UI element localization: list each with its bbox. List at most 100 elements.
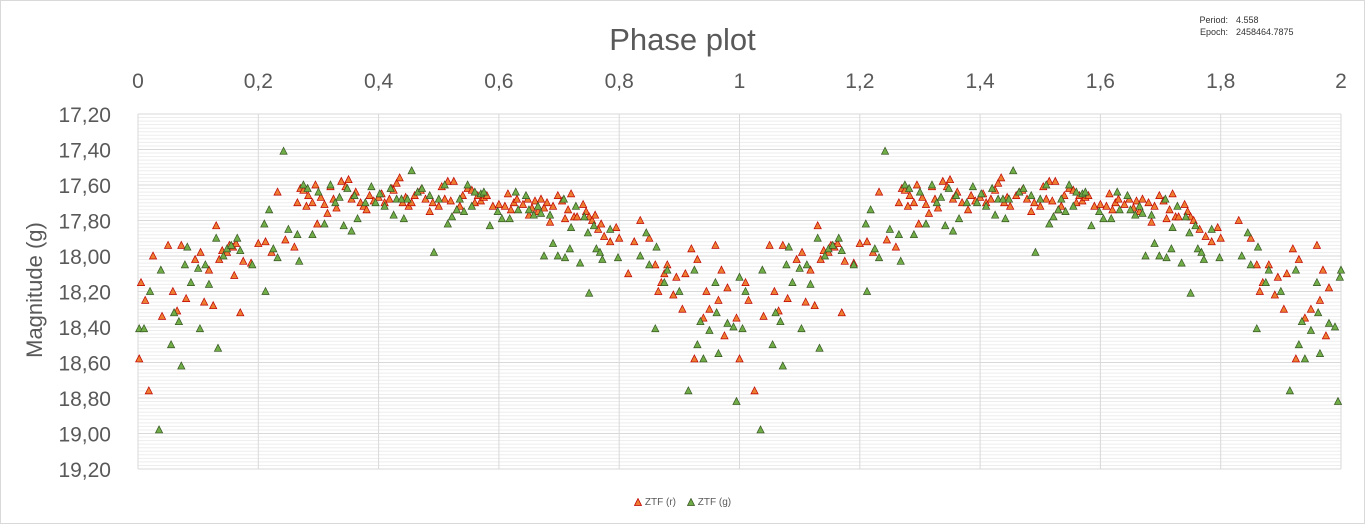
data-point <box>1291 354 1301 363</box>
data-point <box>231 238 241 247</box>
x-tick-label: 1,4 <box>965 70 995 93</box>
data-point <box>810 300 819 310</box>
data-point <box>503 189 513 198</box>
data-point <box>1336 265 1346 274</box>
data-point <box>565 244 575 253</box>
data-point <box>1141 251 1150 260</box>
data-point <box>1113 187 1122 196</box>
data-point <box>758 265 767 274</box>
data-point <box>303 183 312 192</box>
data-point <box>801 297 810 306</box>
data-point <box>1168 222 1177 231</box>
data-point <box>425 190 434 199</box>
legend-item-r: ZTF (r) <box>633 497 676 508</box>
data-point <box>583 228 593 237</box>
data-point <box>440 180 449 189</box>
data-point <box>542 197 552 207</box>
data-point <box>630 237 639 246</box>
data-point <box>392 178 401 187</box>
data-point <box>254 238 263 247</box>
data-point <box>447 212 457 221</box>
data-point <box>1048 196 1057 205</box>
period-label: Period: <box>1199 15 1228 25</box>
data-point <box>548 238 558 247</box>
data-point <box>575 258 585 267</box>
data-point <box>1324 283 1334 292</box>
data-point <box>1087 221 1096 230</box>
data-point <box>488 201 498 210</box>
data-point <box>403 194 412 203</box>
data-series <box>135 146 1346 434</box>
data-point <box>331 197 340 207</box>
data-point <box>362 205 371 214</box>
data-point <box>1207 237 1216 246</box>
data-point <box>195 324 205 333</box>
data-point <box>311 180 320 189</box>
data-point <box>1313 308 1323 317</box>
data-point <box>882 235 892 244</box>
data-point <box>815 343 824 352</box>
data-point <box>596 219 606 228</box>
data-point <box>201 260 210 269</box>
data-point <box>813 233 822 242</box>
data-point <box>302 201 311 210</box>
data-point <box>1207 224 1216 233</box>
data-point <box>1193 244 1203 253</box>
data-point <box>705 325 714 334</box>
data-point <box>1306 325 1316 334</box>
data-point <box>434 201 443 210</box>
data-point <box>690 354 699 363</box>
data-point <box>399 213 409 223</box>
y-axis-ticks: 17,20 17,40 17,60 17,80 18,00 18,20 18,40 18,60… <box>58 104 111 482</box>
data-point <box>395 173 404 182</box>
data-point <box>455 194 464 203</box>
data-point <box>190 254 200 263</box>
data-point <box>545 217 555 226</box>
data-point <box>598 254 607 263</box>
data-point <box>1004 194 1014 203</box>
data-point <box>500 201 510 210</box>
data-point <box>717 265 726 274</box>
data-point <box>849 260 858 269</box>
data-point <box>136 277 146 286</box>
data-point <box>1186 288 1195 297</box>
data-point <box>720 331 729 340</box>
data-point <box>539 251 549 260</box>
data-point <box>981 201 991 210</box>
data-point <box>589 221 599 230</box>
data-point <box>1105 189 1114 198</box>
data-point <box>443 219 452 228</box>
data-point <box>1291 265 1301 274</box>
data-point <box>299 180 308 189</box>
data-point <box>428 197 437 207</box>
data-point <box>675 286 684 295</box>
data-point <box>948 226 958 235</box>
data-point <box>566 222 576 231</box>
data-point <box>909 197 919 207</box>
data-point <box>1333 396 1343 405</box>
data-point <box>904 183 914 192</box>
data-point <box>998 194 1008 203</box>
data-point <box>756 425 765 434</box>
data-point <box>1081 187 1090 196</box>
y-tick-label: 17,40 <box>58 140 111 163</box>
data-point <box>782 260 791 269</box>
data-point <box>1246 260 1255 269</box>
y-tick-label: 17,80 <box>58 211 111 234</box>
data-point <box>1191 221 1200 230</box>
data-point <box>1288 244 1298 253</box>
data-point <box>652 242 661 251</box>
data-point <box>1019 183 1028 192</box>
data-point <box>521 190 531 199</box>
data-point <box>344 174 353 184</box>
data-point <box>1252 324 1261 333</box>
data-point <box>1255 286 1264 295</box>
data-point <box>174 316 184 326</box>
data-point <box>449 176 458 185</box>
data-point <box>1173 201 1182 210</box>
x-tick-label: 0,4 <box>364 70 394 93</box>
data-point <box>1131 210 1140 219</box>
data-point <box>1027 190 1036 199</box>
data-point <box>966 190 976 199</box>
